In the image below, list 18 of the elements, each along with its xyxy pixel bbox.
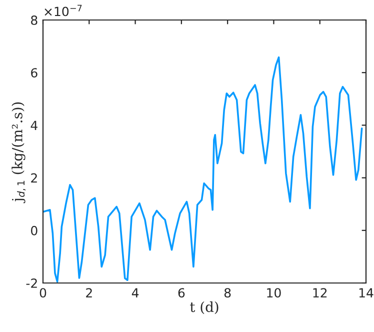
y-axis-title: j$_{d,1}$ (kg/(m².s)) [12, 102, 26, 204]
x-tick-label: 4 [132, 288, 139, 298]
x-tick-label: 10 [267, 288, 281, 298]
y-tick-label: 0 [31, 226, 38, 236]
y-tick-label: -2 [26, 278, 37, 288]
line-series [43, 56, 363, 283]
y-tick-label: 4 [30, 120, 38, 130]
y-tick-label: 8 [31, 15, 38, 25]
x-tick-label: 12 [313, 288, 327, 298]
x-tick-label: 0 [40, 288, 46, 298]
text: ×10$^{−7}$ [44, 4, 82, 16]
x-axis-title: t (d) [190, 301, 218, 314]
y-tick-label: 6 [31, 68, 38, 78]
x-tick-label: 6 [178, 288, 185, 298]
x-tick-label: 8 [224, 288, 231, 298]
x-tick-label: 14 [359, 288, 374, 298]
x-tick-label: 2 [86, 288, 92, 298]
y-tick-label: 2 [31, 173, 37, 183]
